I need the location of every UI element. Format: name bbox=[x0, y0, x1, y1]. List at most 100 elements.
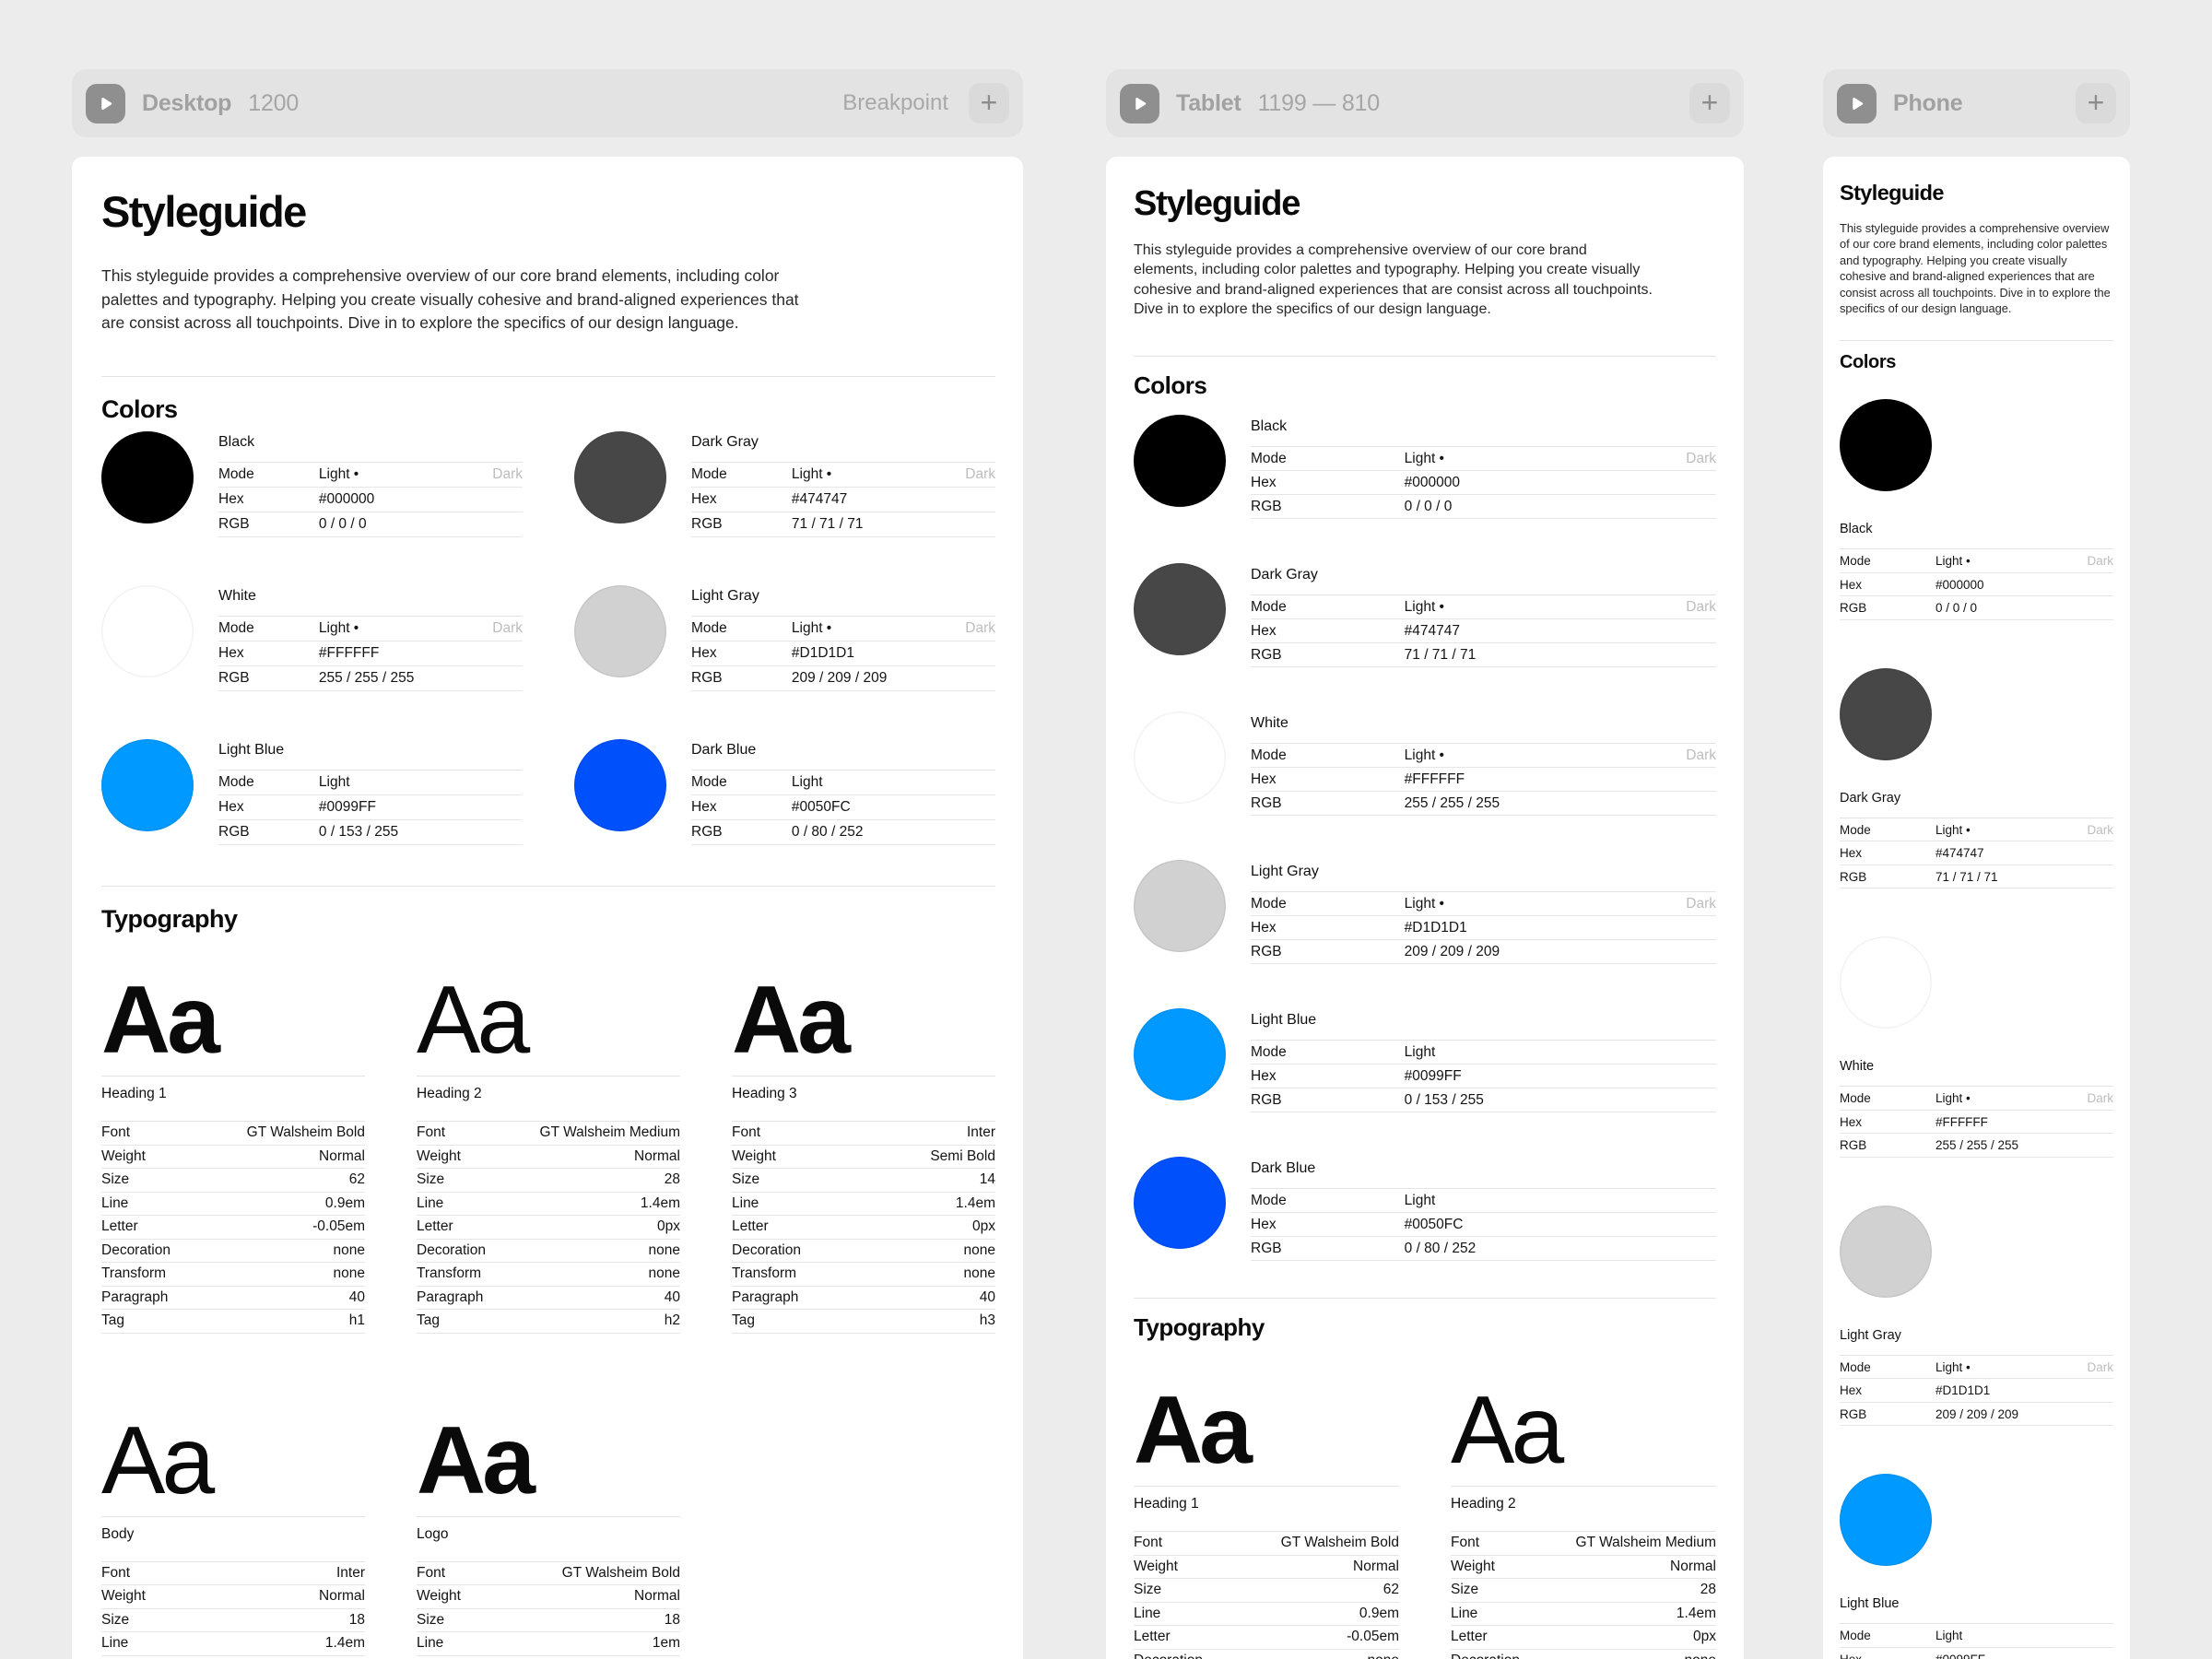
hex-value: #0099FF bbox=[318, 799, 376, 816]
type-row-value: none bbox=[963, 1241, 995, 1258]
hex-value: #0050FC bbox=[1404, 1216, 1464, 1232]
type-card-divider bbox=[417, 1076, 680, 1077]
type-table-row: Letter 0px bbox=[732, 1216, 995, 1240]
hex-row: Hex #D1D1D1 bbox=[691, 641, 995, 667]
type-sample: Aa bbox=[101, 967, 220, 1075]
type-row-label: Transform bbox=[417, 1265, 482, 1282]
hex-value: #0050FC bbox=[791, 799, 851, 816]
rgb-value: 209 / 209 / 209 bbox=[791, 670, 888, 687]
type-style-name: Heading 3 bbox=[732, 1086, 797, 1102]
type-sample: Aa bbox=[101, 1406, 215, 1514]
phone-preview-panel: Styleguide This styleguide provides a co… bbox=[1823, 157, 2130, 1659]
hex-value: #0099FF bbox=[1936, 1653, 2113, 1659]
add-breakpoint-button[interactable]: + bbox=[1689, 83, 1730, 124]
type-card-divider bbox=[1451, 1486, 1716, 1488]
color-table: Mode Light • Dark Hex #FFFFFF RGB 255 / 255 … bbox=[218, 616, 523, 692]
rgb-value: 0 / 80 / 252 bbox=[791, 824, 864, 841]
color-card-body: White Mode Light • Dark Hex #FFFFFF RGB 255 … bbox=[218, 585, 523, 692]
type-row-label: Size bbox=[1451, 1582, 1479, 1598]
dark-mode-value: Dark bbox=[1686, 450, 1716, 466]
mode-row-label: Mode bbox=[1840, 554, 1871, 569]
mode-row-label: Mode bbox=[1840, 1359, 1871, 1374]
bar-device-label: Phone bbox=[1893, 89, 1963, 116]
type-row-label: Letter bbox=[417, 1218, 453, 1235]
type-row-label: Decoration bbox=[1134, 1653, 1368, 1659]
hex-row-label: Hex bbox=[1251, 919, 1277, 935]
hex-row: Hex #0099FF bbox=[218, 795, 523, 821]
rgb-value: 0 / 153 / 255 bbox=[318, 824, 399, 841]
bar-device-label: Tablet bbox=[1176, 89, 1241, 116]
type-row-value: 28 bbox=[1700, 1582, 1716, 1598]
color-swatch bbox=[101, 431, 194, 524]
type-sample: Aa bbox=[732, 967, 851, 1075]
play-icon[interactable] bbox=[1120, 83, 1159, 124]
color-table: Mode Light • Dark Hex #D1D1D1 RGB 209 / 209 … bbox=[1251, 891, 1716, 965]
rgb-row-label: RGB bbox=[691, 516, 723, 533]
colors-section-heading: Colors bbox=[1134, 371, 1207, 400]
hex-value: #FFFFFF bbox=[318, 645, 380, 662]
hex-row-label: Hex bbox=[218, 799, 244, 816]
typography-section-heading: Typography bbox=[1134, 1313, 1265, 1342]
type-table-row: Letter 0px bbox=[1451, 1626, 1716, 1650]
play-icon[interactable] bbox=[1837, 83, 1877, 124]
type-row-value: 1.4em bbox=[1676, 1605, 1716, 1621]
dark-mode-value: Dark bbox=[1686, 598, 1716, 615]
hex-value: #000000 bbox=[1935, 577, 1984, 592]
hex-value: #474747 bbox=[1404, 622, 1460, 639]
mode-row-label: Mode bbox=[1251, 1192, 1287, 1208]
rgb-row: RGB 0 / 0 / 0 bbox=[1840, 596, 2113, 620]
breakpoint-label: Breakpoint bbox=[842, 90, 948, 115]
rgb-row: RGB 209 / 209 / 209 bbox=[691, 666, 995, 692]
type-row-value: -0.05em bbox=[1347, 1629, 1399, 1645]
hex-row: Hex #FFFFFF bbox=[218, 641, 523, 667]
type-style-card: Aa Heading 1 Font GT Walsheim Bold Weight… bbox=[101, 945, 365, 1334]
add-breakpoint-button[interactable]: + bbox=[2076, 83, 2116, 124]
color-card: Dark Gray Mode Light • Dark Hex #474747 RGB… bbox=[1840, 667, 2113, 889]
type-table-row: Line 1em bbox=[417, 1632, 680, 1656]
type-row-label: Letter bbox=[1134, 1629, 1171, 1645]
phone-breakpoint-bar[interactable]: Phone + bbox=[1823, 69, 2130, 137]
desktop-breakpoint-bar[interactable]: Desktop 1200 Breakpoint + bbox=[72, 69, 1023, 137]
mode-value: Light • bbox=[1404, 598, 1444, 615]
type-row-label: Weight bbox=[1451, 1558, 1495, 1574]
color-card-body: Light Gray Mode Light • Dark Hex #D1D1D1 RG… bbox=[1251, 860, 1716, 965]
type-row-label: Decoration bbox=[732, 1241, 801, 1258]
type-row-value: none bbox=[963, 1265, 995, 1282]
type-table-row: Line 1.4em bbox=[417, 1193, 680, 1217]
hex-row-label: Hex bbox=[1251, 474, 1277, 490]
color-card: White Mode Light • Dark Hex #FFFFFF RGB 255 … bbox=[1134, 712, 1716, 817]
tablet-breakpoint-bar[interactable]: Tablet 1199 — 810 + bbox=[1106, 69, 1744, 137]
type-row-value: -0.05em bbox=[312, 1218, 365, 1235]
type-table-row: Line 1.4em bbox=[732, 1193, 995, 1217]
type-row-label: Size bbox=[417, 1171, 445, 1188]
dark-mode-value: Dark bbox=[492, 620, 523, 637]
type-row-value: 0.9em bbox=[324, 1194, 365, 1211]
type-row-value: Semi Bold bbox=[930, 1147, 995, 1164]
add-breakpoint-button[interactable]: + bbox=[969, 83, 1009, 124]
type-table-row: Size 28 bbox=[417, 1169, 680, 1193]
type-row-label: Size bbox=[101, 1171, 130, 1188]
type-row-value: GT Walsheim Bold bbox=[1280, 1535, 1399, 1551]
type-row-value: h1 bbox=[348, 1312, 365, 1329]
type-table-row: Line 0.9em bbox=[1134, 1603, 1399, 1627]
page-title: Styleguide bbox=[1840, 181, 1944, 205]
color-name: Light Blue bbox=[1840, 1596, 1900, 1612]
hex-row-label: Hex bbox=[1840, 1653, 1936, 1659]
type-style-name: Logo bbox=[417, 1525, 449, 1542]
type-table-row: Transform none bbox=[417, 1263, 680, 1287]
color-name: Black bbox=[1840, 522, 1873, 537]
mode-row-label: Mode bbox=[691, 774, 727, 791]
color-card-body: Black Mode Light • Dark Hex #000000 RGB 0 / … bbox=[1840, 519, 2113, 620]
hex-row-label: Hex bbox=[218, 491, 244, 508]
desktop-breakpoint-section: Desktop 1200 Breakpoint + Styleguide Thi… bbox=[72, 69, 1023, 1659]
play-icon[interactable] bbox=[86, 83, 125, 124]
type-row-value: none bbox=[648, 1241, 680, 1258]
type-table-row: Weight Normal bbox=[417, 1585, 680, 1609]
rgb-row: RGB 255 / 255 / 255 bbox=[1251, 792, 1716, 817]
mode-row-label: Mode bbox=[1251, 1043, 1287, 1060]
type-table-row: Weight Normal bbox=[101, 1146, 365, 1170]
type-table-row: Letter 0px bbox=[417, 1216, 680, 1240]
rgb-value: 71 / 71 / 71 bbox=[791, 516, 864, 533]
